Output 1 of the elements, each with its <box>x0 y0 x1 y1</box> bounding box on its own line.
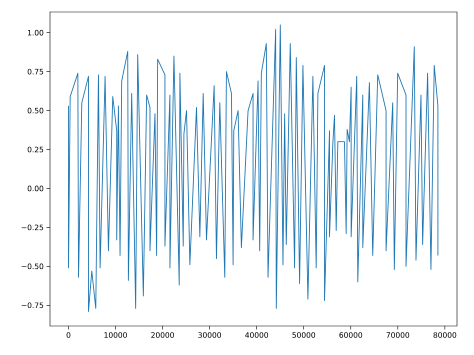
line-series <box>68 24 438 312</box>
